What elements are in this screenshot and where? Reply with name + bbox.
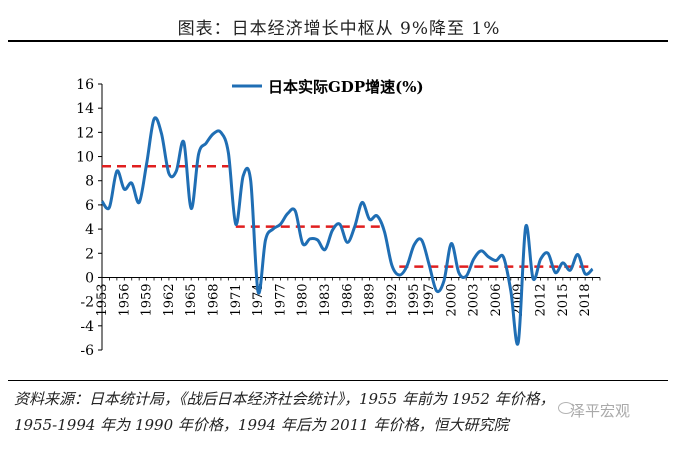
legend: 日本实际GDP增速(%) bbox=[232, 78, 424, 96]
x-tick-label: 2000 bbox=[444, 283, 459, 316]
x-tick-label: 2006 bbox=[489, 283, 504, 316]
x-tick-label: 1971 bbox=[229, 283, 244, 316]
series-layer bbox=[100, 116, 594, 346]
x-tick-label: 2015 bbox=[556, 283, 571, 316]
y-tick-label: 2 bbox=[85, 246, 94, 262]
x-tick-label: 1968 bbox=[206, 283, 221, 316]
x-tick-label: 1974 bbox=[251, 283, 266, 316]
x-tick-label: 1983 bbox=[318, 283, 333, 316]
y-tick-label: 6 bbox=[85, 198, 94, 214]
y-tick-label: 4 bbox=[85, 222, 94, 238]
x-tick-label: 1977 bbox=[273, 283, 288, 316]
x-tick-label: 1962 bbox=[162, 283, 177, 316]
y-tick-label: -4 bbox=[80, 319, 94, 335]
axes: -6 -4 -2 0 2 4 6 8 10 12 14 16 1953 1956 1959 1962 1965 1… bbox=[76, 77, 601, 359]
y-tick-label: 8 bbox=[85, 174, 94, 190]
x-tick-label: 1980 bbox=[296, 283, 311, 316]
x-tick-label: 1986 bbox=[340, 283, 355, 316]
gdp-growth-line bbox=[100, 116, 594, 346]
source-note-line2: 1955-1994 年为 1990 年价格，1994 年后为 2011 年价格，… bbox=[14, 416, 509, 434]
y-tick-label: 12 bbox=[76, 125, 94, 141]
gdp-growth-chart: -6 -4 -2 0 2 4 6 8 10 12 14 16 1953 1956 1959 1962 1965 1… bbox=[76, 77, 601, 359]
legend-label: 日本实际GDP增速(%) bbox=[268, 78, 424, 96]
x-tick-label: 2003 bbox=[467, 283, 482, 316]
y-tick-label: 14 bbox=[76, 101, 94, 117]
y-tick-label: 0 bbox=[85, 270, 94, 286]
y-tick-label: 10 bbox=[76, 150, 94, 166]
x-tick-label: 1965 bbox=[184, 283, 199, 316]
x-tick-label: 1992 bbox=[385, 283, 400, 316]
source-note-line1: 资料来源：日本统计局，《战后日本经济社会统计》，1955 年前为 1952 年价… bbox=[14, 390, 555, 408]
x-tick-label: 1997 bbox=[422, 283, 437, 316]
y-tick-label: 16 bbox=[76, 77, 94, 93]
x-tick-label: 1956 bbox=[117, 283, 132, 316]
x-tick-label: 1953 bbox=[95, 283, 110, 316]
top-rule bbox=[8, 40, 668, 42]
page-title: 图表：日本经济增长中枢从 9%降至 1% bbox=[177, 19, 501, 39]
x-tick-label: 2012 bbox=[534, 283, 549, 316]
x-tick-label: 1959 bbox=[140, 283, 155, 316]
bottom-rule bbox=[8, 380, 668, 381]
y-tick-label: -2 bbox=[80, 295, 94, 311]
y-tick-label: -6 bbox=[80, 343, 94, 359]
watermark: 泽平宏观 bbox=[570, 402, 631, 420]
reference-lines bbox=[102, 164, 593, 268]
x-tick-label: 2018 bbox=[578, 283, 593, 316]
x-tick-label: 1995 bbox=[407, 283, 422, 316]
wechat-icon bbox=[558, 402, 574, 414]
x-tick-label: 1989 bbox=[363, 283, 378, 316]
